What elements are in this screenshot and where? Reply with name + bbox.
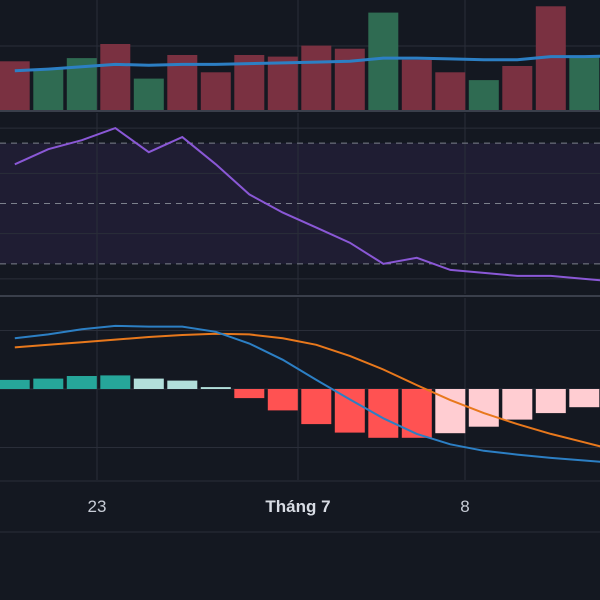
volume-bar — [401, 59, 432, 110]
rsi-line — [14, 126, 600, 282]
macd-pane[interactable] — [0, 298, 600, 480]
volume-bar — [502, 66, 533, 110]
time-axis-label-8: 8 — [460, 497, 469, 516]
volume-bar — [100, 44, 131, 110]
signal-line — [14, 332, 600, 448]
rsi-level-lines — [0, 142, 600, 265]
macd-histogram-bar — [66, 376, 97, 389]
macd-histogram-bar — [301, 389, 332, 425]
time-axis-label-thang-7: Tháng 7 — [265, 497, 330, 516]
macd-histogram-bar — [569, 389, 600, 408]
volume-bar — [569, 56, 600, 110]
time-axis[interactable]: 23 Tháng 7 8 — [0, 480, 600, 533]
volume-bar — [468, 80, 499, 110]
macd-histogram-bar — [535, 389, 566, 414]
volume-bar — [0, 61, 30, 110]
macd-histogram-bar — [401, 389, 432, 438]
time-axis-label-23: 23 — [88, 497, 107, 516]
volume-bar — [133, 78, 164, 110]
volume-bar — [200, 72, 231, 110]
volume-bar — [301, 45, 332, 110]
macd-histogram-bar — [200, 387, 231, 389]
volume-ma-line — [14, 54, 600, 73]
volume-bar — [435, 72, 466, 110]
macd-histogram-bar — [133, 378, 164, 389]
rsi-pane[interactable] — [0, 113, 600, 294]
macd-histogram-bar — [234, 389, 265, 399]
volume-gridlines — [0, 0, 600, 110]
macd-histogram-bar — [267, 389, 298, 411]
macd-histogram-bar — [468, 389, 499, 427]
volume-pane[interactable] — [0, 0, 600, 111]
volume-bar — [33, 69, 64, 110]
macd-line — [14, 324, 600, 463]
macd-histogram-bar — [334, 389, 365, 433]
macd-gridlines — [0, 298, 600, 480]
macd-histogram-bar — [167, 380, 198, 389]
volume-bar — [368, 12, 399, 111]
volume-bars — [0, 6, 600, 111]
macd-histogram-bar — [100, 375, 131, 389]
macd-histogram-bar — [502, 389, 533, 420]
volume-bar — [267, 56, 298, 110]
macd-histogram-bar — [33, 378, 64, 389]
volume-bar — [334, 48, 365, 110]
macd-histogram-bar — [0, 379, 30, 389]
